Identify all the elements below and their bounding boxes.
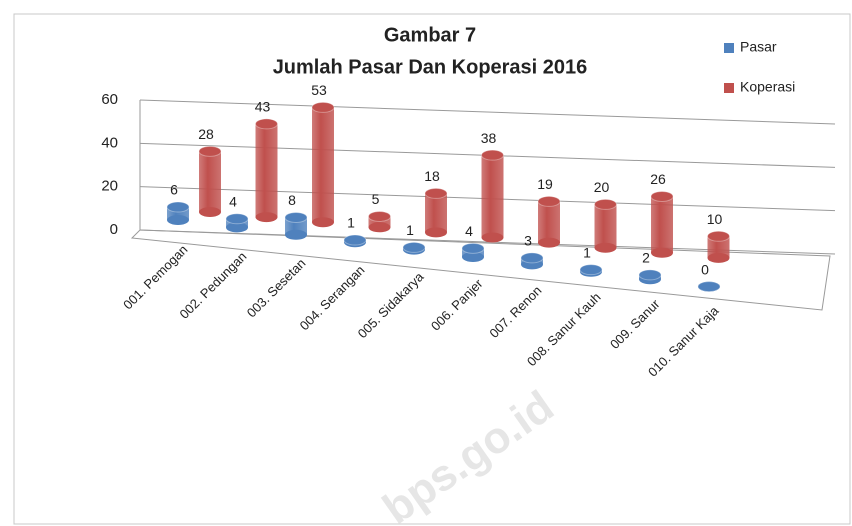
data-label: 28 [198,126,214,142]
bar-top [461,242,485,254]
bar-top [311,101,335,113]
y-tick-label: 60 [101,91,118,108]
bar [461,242,485,262]
bar [707,230,730,263]
legend-label: Pasar [740,39,777,55]
bar-body [481,155,504,238]
bar-top [284,211,308,223]
bar [579,264,603,277]
y-tick-label: 0 [110,221,118,238]
data-label: 18 [424,168,440,184]
y-tick-label: 40 [101,134,118,151]
data-label: 26 [650,171,666,187]
bar-body [199,151,221,212]
bar [424,187,448,238]
bar-top [424,187,448,199]
bar [284,211,308,240]
bar-top [255,118,278,130]
bar-top [225,213,249,225]
legend-swatch [724,43,734,53]
data-label: 10 [707,211,723,227]
data-label: 38 [481,130,497,146]
bar-body [368,216,391,228]
grid-line [139,99,836,125]
bar-top [166,201,190,213]
bar-body [594,204,617,248]
bar-body [285,217,307,235]
bar [343,234,367,248]
bar-top [697,281,721,293]
bar-top [650,190,674,202]
bar-top [343,234,367,246]
legend-label: Koperasi [740,79,795,95]
data-label: 8 [288,192,296,208]
bar-top [520,252,544,264]
bar [198,145,222,217]
bar [594,198,617,253]
bar-body [425,193,447,233]
bar-top [579,264,603,276]
data-label: 0 [701,261,709,277]
bar-top [537,195,561,207]
legend-swatch [724,83,734,93]
data-label: 3 [524,233,532,249]
bar-top [638,269,662,281]
bar-body [255,123,278,218]
data-label: 6 [170,182,178,198]
bar-body [538,201,560,243]
data-label: 1 [406,222,414,238]
bar-top [594,198,617,210]
bar [638,269,662,285]
data-label: 4 [229,193,237,209]
bar [520,252,544,270]
bar-top [368,210,391,222]
chart-subtitle: Jumlah Pasar Dan Koperasi 2016 [273,56,588,78]
bar-top [707,230,730,242]
bar-body [312,107,334,223]
bar [402,241,426,255]
chart-title: Gambar 7 [384,24,476,46]
bar-top [402,241,426,253]
bar [255,118,278,223]
bar [368,210,391,233]
data-label: 43 [255,99,271,115]
data-label: 4 [465,223,473,239]
bar-body [651,196,673,253]
data-label: 2 [642,250,650,266]
bar [650,190,674,258]
bar-top [481,149,504,161]
data-label: 19 [537,176,553,192]
data-label: 20 [594,179,610,195]
data-label: 1 [583,244,591,260]
bar-body [707,236,730,258]
bar [697,281,721,293]
bar [311,101,335,228]
bar [481,149,504,243]
bar [166,201,190,225]
data-label: 53 [311,82,327,98]
data-label: 5 [372,191,380,207]
y-tick-label: 20 [101,178,118,195]
bar-top [198,145,222,157]
bar [537,195,561,248]
data-label: 1 [347,215,355,231]
bar [225,213,249,233]
